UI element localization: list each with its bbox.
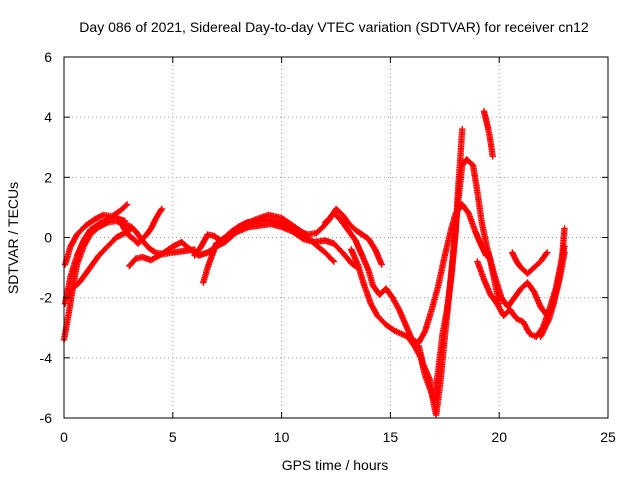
series-arc-12 — [480, 108, 496, 160]
x-tick-label: 25 — [600, 429, 616, 445]
series-arc-16 — [537, 225, 568, 340]
y-tick-label: 4 — [44, 109, 52, 125]
y-tick-label: -6 — [40, 410, 53, 426]
y-axis-label: SDTVAR / TECUs — [5, 182, 21, 294]
x-ticks: 0 5 10 15 20 25 — [60, 57, 616, 445]
y-ticks: -6 -4 -2 0 2 4 6 — [40, 49, 608, 426]
x-tick-label: 10 — [274, 429, 290, 445]
series-arc-5 — [117, 205, 166, 247]
x-tick-label: 15 — [383, 429, 399, 445]
series-arc-8 — [191, 220, 361, 271]
x-axis-label: GPS time / hours — [282, 457, 389, 473]
y-tick-label: -4 — [40, 350, 53, 366]
x-tick-label: 20 — [491, 429, 507, 445]
y-tick-label: 6 — [44, 49, 52, 65]
series-layer — [60, 108, 568, 419]
x-tick-label: 0 — [60, 429, 68, 445]
chart-title: Day 086 of 2021, Sidereal Day-to-day VTE… — [79, 19, 589, 35]
series-arc-9 — [321, 201, 490, 346]
y-tick-label: 0 — [44, 230, 52, 246]
series-arc-3 — [61, 201, 131, 268]
y-tick-label: -2 — [40, 290, 53, 306]
series-arc-15 — [509, 249, 551, 277]
series-arc-11 — [415, 126, 466, 404]
grid — [64, 57, 608, 418]
y-tick-label: 2 — [44, 169, 52, 185]
x-tick-label: 5 — [169, 429, 177, 445]
